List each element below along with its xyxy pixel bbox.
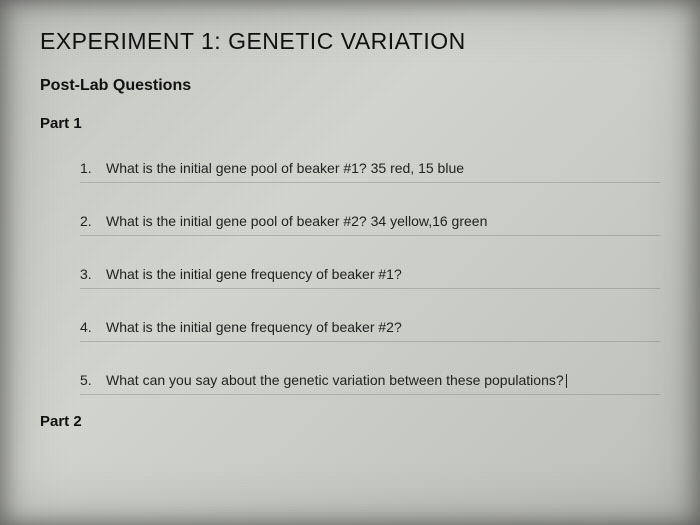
question-number: 3. — [80, 266, 106, 282]
question-text-inner: What can you say about the genetic varia… — [106, 372, 564, 388]
question-text: What is the initial gene pool of beaker … — [106, 160, 660, 176]
document-page: EXPERIMENT 1: GENETIC VARIATION Post-Lab… — [0, 0, 700, 430]
question-number: 2. — [80, 213, 106, 229]
list-item: 1. What is the initial gene pool of beak… — [80, 154, 660, 183]
experiment-title: EXPERIMENT 1: GENETIC VARIATION — [40, 28, 660, 55]
question-number: 1. — [80, 160, 106, 176]
text-cursor — [566, 374, 567, 388]
postlab-heading: Post-Lab Questions — [40, 77, 660, 95]
question-text: What is the initial gene frequency of be… — [106, 266, 660, 282]
part-2-heading: Part 2 — [40, 413, 660, 430]
part-1-heading: Part 1 — [40, 115, 660, 132]
list-item: 4. What is the initial gene frequency of… — [80, 313, 660, 342]
question-list: 1. What is the initial gene pool of beak… — [80, 154, 660, 395]
question-text: What is the initial gene frequency of be… — [106, 319, 660, 335]
list-item: 2. What is the initial gene pool of beak… — [80, 207, 660, 236]
question-number: 5. — [80, 372, 106, 388]
question-text: What can you say about the genetic varia… — [106, 372, 660, 388]
question-number: 4. — [80, 319, 106, 335]
list-item: 5. What can you say about the genetic va… — [80, 366, 660, 395]
question-text: What is the initial gene pool of beaker … — [106, 213, 660, 229]
list-item: 3. What is the initial gene frequency of… — [80, 260, 660, 289]
